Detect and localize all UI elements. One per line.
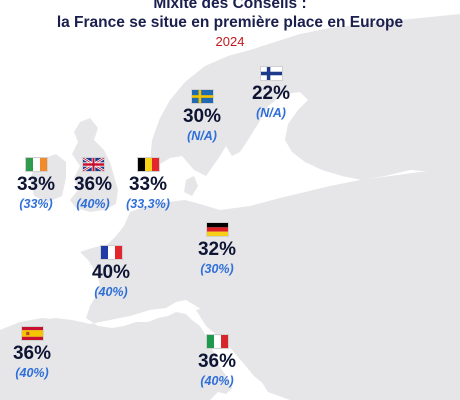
title-line-1: Mixité des Conseils : [153,0,307,12]
sweden-flag-icon [190,89,214,104]
country-finland: 22% (N/A) [231,66,311,121]
belgium-previous-value: (33,3%) [126,197,170,211]
country-belgium: 33% (33,3%) [108,157,188,212]
scandinavia-land [150,14,460,180]
finland-current-value: 22% [251,83,291,104]
germany-current-value: 32% [197,239,237,260]
country-united-kingdom: 36% (40%) [53,157,133,212]
continent-land [0,168,460,400]
finland-previous-value: (N/A) [256,106,286,120]
country-italy: 36% (40%) [177,334,257,389]
italy-previous-value: (40%) [200,374,234,388]
uk-current-value: 36% [73,174,113,195]
italy-flag-icon [205,334,229,349]
spain-current-value: 36% [12,343,52,364]
corsica-land [174,338,184,358]
country-spain: 36% (40%) [0,326,72,381]
spain-previous-value: (40%) [15,366,49,380]
belgium-flag-icon [136,157,160,172]
sweden-previous-value: (N/A) [187,129,217,143]
year-label: 2024 [215,34,245,49]
italy-current-value: 36% [197,351,237,372]
denmark-land [184,176,198,196]
sweden-current-value: 30% [182,106,222,127]
spain-flag-icon [20,326,44,341]
germany-previous-value: (30%) [200,262,234,276]
uk-flag-icon [81,157,105,172]
sardinia-land [170,362,184,388]
france-current-value: 40% [91,262,131,283]
country-france: 40% (40%) [71,245,151,300]
finland-flag-icon [259,66,283,81]
uk-previous-value: (40%) [76,197,110,211]
belgium-current-value: 33% [128,174,168,195]
ireland-flag-icon [24,157,48,172]
country-ireland: 33% (33%) [0,157,76,212]
italy-land [196,306,282,390]
country-sweden: 30% (N/A) [162,89,242,144]
ireland-current-value: 33% [16,174,56,195]
title-line-2: la France se situe en première place en … [56,14,404,31]
france-previous-value: (40%) [94,285,128,299]
france-flag-icon [99,245,123,260]
country-germany: 32% (30%) [177,222,257,277]
ireland-previous-value: (33%) [19,197,53,211]
germany-flag-icon [205,222,229,237]
